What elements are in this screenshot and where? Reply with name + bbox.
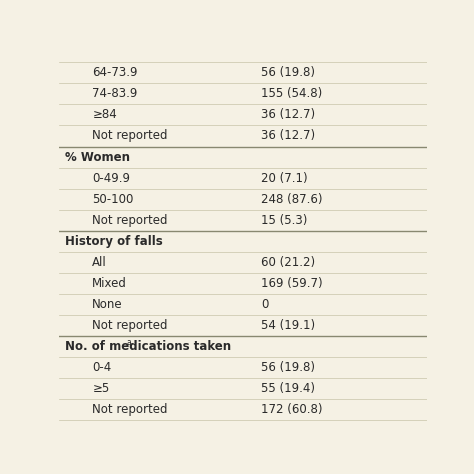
- Text: 248 (87.6): 248 (87.6): [261, 192, 323, 206]
- Text: 54 (19.1): 54 (19.1): [261, 319, 315, 332]
- Text: 20 (7.1): 20 (7.1): [261, 172, 308, 184]
- Text: 169 (59.7): 169 (59.7): [261, 277, 323, 290]
- Text: 55 (19.4): 55 (19.4): [261, 382, 315, 395]
- Text: 60 (21.2): 60 (21.2): [261, 256, 315, 269]
- Text: 56 (19.8): 56 (19.8): [261, 66, 315, 79]
- Text: % Women: % Women: [65, 151, 130, 164]
- Text: 50-100: 50-100: [92, 192, 134, 206]
- Text: History of falls: History of falls: [65, 235, 163, 248]
- Text: 15 (5.3): 15 (5.3): [261, 214, 308, 227]
- Text: 36 (12.7): 36 (12.7): [261, 129, 315, 143]
- Text: Not reported: Not reported: [92, 214, 168, 227]
- Text: 155 (54.8): 155 (54.8): [261, 87, 322, 100]
- Text: Mixed: Mixed: [92, 277, 127, 290]
- Text: No. of medications taken: No. of medications taken: [65, 340, 231, 353]
- Text: ≥5: ≥5: [92, 382, 109, 395]
- Text: ≥84: ≥84: [92, 109, 117, 121]
- Text: 64-73.9: 64-73.9: [92, 66, 138, 79]
- Text: a: a: [127, 338, 131, 347]
- Text: 172 (60.8): 172 (60.8): [261, 403, 323, 416]
- Text: 0-4: 0-4: [92, 361, 111, 374]
- Text: 74-83.9: 74-83.9: [92, 87, 137, 100]
- Text: All: All: [92, 256, 107, 269]
- Text: 0: 0: [261, 298, 269, 311]
- Text: Not reported: Not reported: [92, 403, 168, 416]
- Text: 56 (19.8): 56 (19.8): [261, 361, 315, 374]
- Text: 36 (12.7): 36 (12.7): [261, 109, 315, 121]
- Text: Not reported: Not reported: [92, 129, 168, 143]
- Text: None: None: [92, 298, 123, 311]
- Text: 0-49.9: 0-49.9: [92, 172, 130, 184]
- Text: Not reported: Not reported: [92, 319, 168, 332]
